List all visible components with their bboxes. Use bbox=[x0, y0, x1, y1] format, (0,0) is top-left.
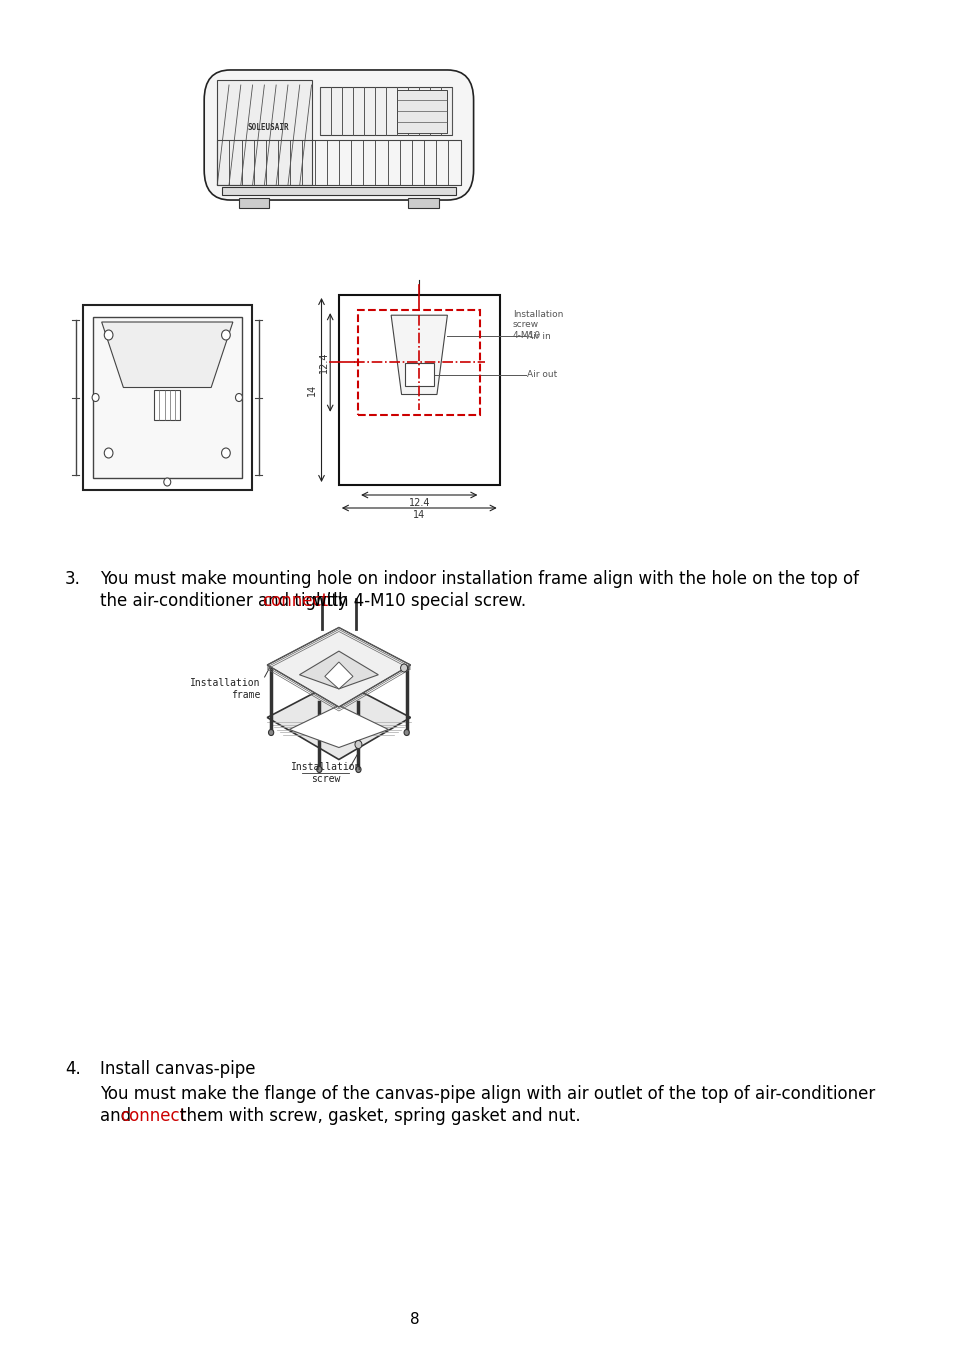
Polygon shape bbox=[391, 315, 447, 394]
Text: 12.4: 12.4 bbox=[318, 351, 328, 373]
Bar bbox=[83, 305, 252, 490]
Polygon shape bbox=[324, 662, 353, 689]
Bar bbox=[221, 186, 456, 195]
Text: them with screw, gasket, spring gasket and nut.: them with screw, gasket, spring gasket a… bbox=[159, 1106, 580, 1125]
Circle shape bbox=[221, 449, 230, 458]
Circle shape bbox=[355, 740, 361, 748]
Bar bbox=[320, 86, 452, 135]
Circle shape bbox=[404, 730, 409, 735]
Text: connect: connect bbox=[120, 1106, 186, 1125]
Text: Installation
screw: Installation screw bbox=[291, 762, 361, 784]
Text: 14: 14 bbox=[413, 509, 425, 520]
Text: You must make mounting hole on indoor installation frame align with the hole on : You must make mounting hole on indoor in… bbox=[100, 570, 858, 588]
Text: SOLEUSAIR: SOLEUSAIR bbox=[248, 123, 289, 132]
Bar bbox=[338, 295, 499, 485]
Polygon shape bbox=[289, 705, 388, 747]
Circle shape bbox=[104, 449, 112, 458]
Polygon shape bbox=[267, 627, 410, 707]
FancyBboxPatch shape bbox=[204, 70, 473, 200]
Text: Installation
frame: Installation frame bbox=[190, 678, 260, 700]
Text: the air-conditioner and tightly: the air-conditioner and tightly bbox=[100, 592, 353, 611]
Circle shape bbox=[268, 730, 274, 735]
Bar bbox=[217, 80, 312, 185]
Bar bbox=[92, 317, 241, 478]
Bar bbox=[238, 199, 269, 208]
Text: Air out: Air out bbox=[527, 370, 558, 380]
Circle shape bbox=[164, 478, 171, 486]
Polygon shape bbox=[299, 651, 378, 689]
Text: 4.: 4. bbox=[65, 1061, 81, 1078]
Circle shape bbox=[235, 393, 242, 401]
Bar bbox=[357, 311, 480, 415]
Polygon shape bbox=[102, 322, 233, 388]
Polygon shape bbox=[267, 680, 410, 759]
Circle shape bbox=[400, 663, 407, 671]
Bar bbox=[404, 363, 434, 386]
Circle shape bbox=[92, 393, 99, 401]
Text: 3.: 3. bbox=[65, 570, 81, 588]
Text: Installation
screw
4-M10: Installation screw 4-M10 bbox=[512, 309, 562, 340]
Bar bbox=[408, 199, 438, 208]
Text: 8: 8 bbox=[409, 1313, 419, 1328]
Text: 12.4: 12.4 bbox=[408, 499, 430, 508]
Text: and: and bbox=[100, 1106, 136, 1125]
Circle shape bbox=[104, 330, 112, 340]
Circle shape bbox=[355, 766, 360, 773]
Text: connect: connect bbox=[262, 592, 329, 611]
Bar bbox=[217, 139, 460, 185]
Circle shape bbox=[316, 766, 321, 773]
Text: Install canvas-pipe: Install canvas-pipe bbox=[100, 1061, 255, 1078]
Text: You must make the flange of the canvas-pipe align with air outlet of the top of : You must make the flange of the canvas-p… bbox=[100, 1085, 874, 1102]
Bar bbox=[154, 389, 180, 420]
Text: 14: 14 bbox=[307, 384, 316, 396]
Bar bbox=[397, 89, 446, 132]
Text: Air in: Air in bbox=[527, 332, 551, 340]
Circle shape bbox=[221, 330, 230, 340]
Text: with 4-M10 special screw.: with 4-M10 special screw. bbox=[308, 592, 525, 611]
